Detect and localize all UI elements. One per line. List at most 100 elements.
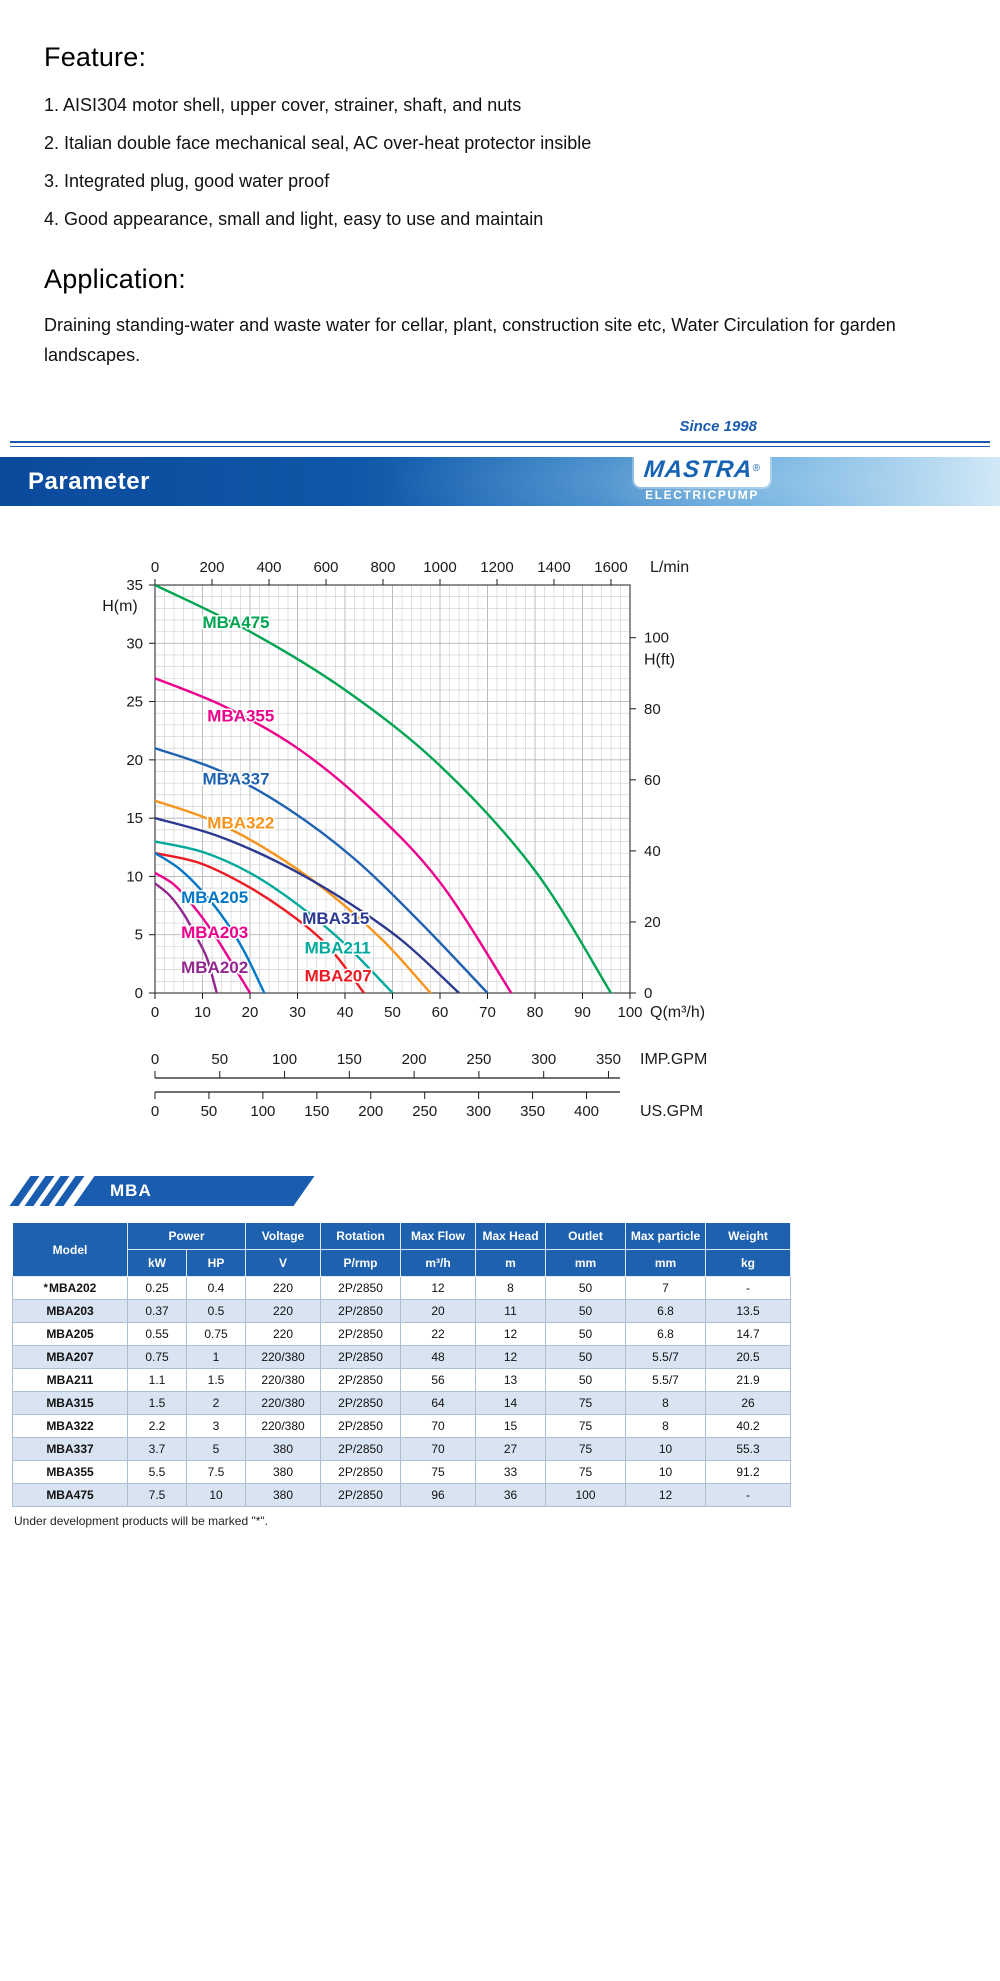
table-row: MBA205 0.55 0.75 220 2P/2850 22 12 50 6.8 14.7 — [12, 1322, 792, 1346]
table-cell: 0.75 — [127, 1345, 187, 1369]
axis-tick-label: 0 — [151, 1051, 159, 1068]
pump-curves — [155, 585, 613, 993]
axis-tick-label: 200 — [358, 1103, 383, 1120]
table-cell: 1 — [185, 1345, 247, 1369]
table-cell: 50 — [545, 1345, 627, 1369]
table-cell: 5.5 — [127, 1460, 187, 1484]
model-cell: MBA315 — [12, 1391, 128, 1415]
table-row: MBA475 7.5 10 380 2P/2850 96 36 100 12- — [12, 1483, 792, 1507]
col-unit: HP — [185, 1249, 247, 1277]
table-cell: 0.4 — [185, 1276, 247, 1300]
table-cell: 0.55 — [127, 1322, 187, 1346]
banner-title: Parameter — [28, 468, 150, 495]
axis-tick-label: 0 — [151, 1103, 159, 1120]
table-cell: 6.8 — [625, 1322, 707, 1346]
axis-tick-label: 30 — [126, 635, 143, 652]
mba-section-header: MBA — [9, 1176, 315, 1206]
x-axis-bottom: 0 10 20 30 40 50 60 70 80 90 100 Q(m³/h) — [151, 993, 705, 1021]
table-cell: 91.2 — [705, 1460, 792, 1484]
table-cell: 1.5 — [185, 1368, 247, 1392]
curve-MBA207 — [155, 851, 366, 993]
table-cell: 12 — [475, 1322, 547, 1346]
col-unit: kW — [127, 1249, 187, 1277]
table-cell: 3 — [185, 1414, 247, 1438]
table-cell: 380 — [245, 1483, 322, 1507]
axis-title: US.GPM — [640, 1103, 703, 1120]
since-1998-label: Since 1998 — [679, 418, 757, 435]
axis-tick-label: 400 — [574, 1103, 599, 1120]
table-row: MBA337 3.7 5 380 2P/2850 70 27 75 10 55.3 — [12, 1437, 792, 1461]
application-title: Application: — [44, 264, 186, 294]
table-cell: 380 — [245, 1437, 322, 1461]
table-cell: 96 — [400, 1483, 477, 1507]
curve-MBA475 — [155, 585, 613, 993]
table-row: MBA315 1.5 2 220/380 2P/2850 64 14 75 8 26 — [12, 1391, 792, 1415]
table-cell: 0.75 — [185, 1322, 247, 1346]
table-row: MBA207 0.75 1 220/380 2P/2850 48 12 50 5.5/7 20.5 — [12, 1345, 792, 1369]
axis-tick-label: 20 — [242, 1004, 259, 1021]
table-cell: 5.5/7 — [625, 1368, 707, 1392]
table-row: *MBA202 0.25 0.4 220 2P/2850 12 8 50 7- — [12, 1276, 792, 1300]
axis-tick-label: 1600 — [594, 559, 627, 576]
curve-MBA315 — [155, 816, 461, 993]
table-cell: 70 — [400, 1437, 477, 1461]
col-header: Voltage — [245, 1222, 322, 1250]
feature-list: 1. AISI304 motor shell, upper cover, str… — [44, 86, 591, 238]
table-cell: 0.37 — [127, 1299, 187, 1323]
table-row: MBA211 1.1 1.5 220/380 2P/2850 56 13 50 5.5/7 21.… — [12, 1368, 792, 1392]
axis-tick-label: 70 — [479, 1004, 496, 1021]
axis-tick-label: 100 — [617, 1004, 642, 1021]
axis-tick-label: 60 — [644, 772, 661, 789]
col-unit: mm — [545, 1249, 627, 1277]
table-cell: 2 — [185, 1391, 247, 1415]
table-cell: 14.7 — [705, 1322, 792, 1346]
axis-tick-label: 350 — [596, 1051, 621, 1068]
axis-tick-label: 30 — [289, 1004, 306, 1021]
table-cell: 7 — [625, 1276, 707, 1300]
registered-mark-icon: ® — [752, 463, 761, 474]
y-axis-left: 0 5 10 15 20 25 30 35 H(m) — [102, 577, 155, 1002]
axis-title: H(m) — [102, 598, 138, 615]
table-cell: 64 — [400, 1391, 477, 1415]
table-cell: 20 — [400, 1299, 477, 1323]
table-cell: 220/380 — [245, 1345, 322, 1369]
footnote: Under development products will be marke… — [14, 1514, 268, 1528]
table-cell: 10 — [185, 1483, 247, 1507]
spec-table: Model Power Voltage Rotation Max Flow Max Hea… — [12, 1222, 792, 1507]
logo-subtitle: ELECTRICPUMP — [645, 488, 759, 502]
table-cell: 13 — [475, 1368, 547, 1392]
col-header: Weight — [705, 1222, 792, 1250]
axis-tick-label: 20 — [644, 914, 661, 931]
model-cell: *MBA202 — [12, 1276, 128, 1300]
table-cell: 220 — [245, 1276, 322, 1300]
feature-title: Feature: — [44, 42, 147, 72]
model-cell: MBA203 — [12, 1299, 128, 1323]
axis-tick-label: 50 — [201, 1103, 218, 1120]
table-cell: 0.5 — [185, 1299, 247, 1323]
table-cell: 10 — [625, 1460, 707, 1484]
feature-item: 3. Integrated plug, good water proof — [44, 171, 330, 191]
table-cell: 2P/2850 — [320, 1299, 402, 1323]
table-cell: 13.5 — [705, 1299, 792, 1323]
axis-tick-label: 150 — [304, 1103, 329, 1120]
axis-tick-label: 40 — [337, 1004, 354, 1021]
axis-tick-label: 20 — [126, 752, 143, 769]
table-cell: 8 — [475, 1276, 547, 1300]
model-cell: MBA205 — [12, 1322, 128, 1346]
table-cell: 10 — [625, 1437, 707, 1461]
axis-tick-label: 400 — [256, 559, 281, 576]
axis-tick-label: 250 — [412, 1103, 437, 1120]
logo-box: MASTRA® — [634, 450, 770, 487]
table-cell: 5.5/7 — [625, 1345, 707, 1369]
table-cell: 56 — [400, 1368, 477, 1392]
curve-label-MBA205: MBA205 — [181, 888, 248, 907]
col-unit: m³/h — [400, 1249, 477, 1277]
table-cell: 75 — [545, 1437, 627, 1461]
divider-line-thick — [10, 441, 990, 443]
axis-tick-label: 600 — [313, 559, 338, 576]
curve-label-MBA207: MBA207 — [305, 966, 372, 985]
table-cell: 75 — [545, 1460, 627, 1484]
axis-tick-label: 800 — [370, 559, 395, 576]
col-header: Outlet — [545, 1222, 627, 1250]
table-cell: 8 — [625, 1414, 707, 1438]
